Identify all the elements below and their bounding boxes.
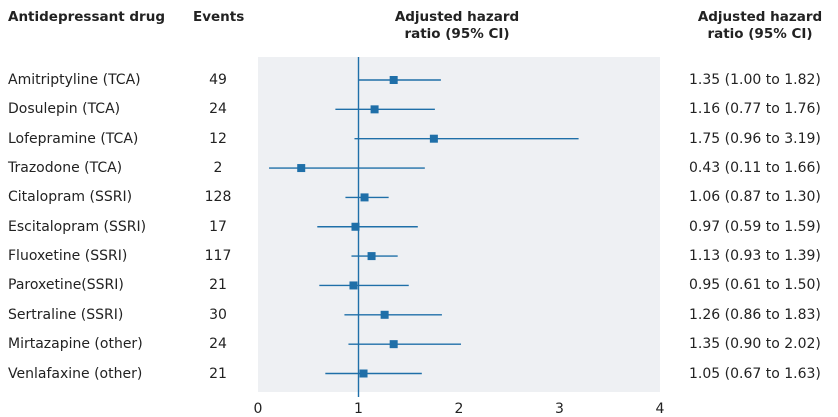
hazard-ratio-text: 1.35 (0.90 to 2.02) [689,336,821,353]
hazard-ratio-marker [360,193,369,202]
events-count: 30 [209,306,227,323]
hazard-ratio-marker [359,369,368,378]
drug-label: Mirtazapine (other) [8,336,143,353]
drug-label: Amitriptyline (TCA) [8,72,141,88]
hazard-ratio-text: 1.75 (0.96 to 3.19) [689,130,821,147]
hazard-ratio-marker [351,222,360,231]
hazard-ratio-text: 1.13 (0.93 to 1.39) [689,248,821,265]
drug-label: Escitalopram (SSRI) [8,218,147,235]
column-header-events: Events [193,9,245,25]
events-count: 12 [209,130,227,147]
hazard-ratio-marker [389,76,398,84]
events-count: 128 [204,189,232,206]
hazard-ratio-text: 1.26 (0.86 to 1.83) [689,306,821,323]
hazard-ratio-text: 1.05 (0.67 to 1.63) [689,365,821,382]
hazard-ratio-marker [380,310,389,319]
hazard-ratio-marker [297,164,306,173]
x-tick-label: 0 [254,401,263,417]
hazard-ratio-marker [367,252,376,261]
column-header-plot: Adjusted hazard ratio (95% CI) [357,9,557,43]
column-header-plot-line1: Adjusted hazard [394,9,520,25]
hazard-ratio-text: 0.95 (0.61 to 1.50) [689,277,821,294]
events-count: 117 [204,248,232,265]
drug-label: Sertraline (SSRI) [8,306,124,323]
hazard-ratio-text: 0.97 (0.59 to 1.59) [689,218,821,235]
hazard-ratio-text: 1.06 (0.87 to 1.30) [689,189,821,206]
events-count: 24 [209,336,227,353]
hazard-ratio-text: 1.35 (1.00 to 1.82) [689,72,821,88]
events-count: 17 [209,218,227,235]
events-count: 21 [209,365,227,382]
column-header-ratio: Adjusted hazard ratio (95% CI) [688,9,832,43]
hazard-ratio-marker [429,134,438,143]
x-tick-label: 1 [354,401,363,417]
hazard-ratio-text: 1.16 (0.77 to 1.76) [689,101,821,118]
events-count: 21 [209,277,227,294]
drug-label: Trazodone (TCA) [8,160,123,177]
drug-label: Dosulepin (TCA) [8,101,121,118]
hazard-ratio-marker [349,281,358,290]
plot-panel [258,57,660,392]
drug-label: Paroxetine(SSRI) [8,277,124,294]
events-count: 2 [213,160,223,177]
events-count: 49 [209,72,227,88]
column-header-ratio-line2: ratio (95% CI) [707,26,813,42]
drug-label: Venlafaxine (other) [8,365,143,382]
drug-label: Lofepramine (TCA) [8,130,139,147]
hazard-ratio-text: 0.43 (0.11 to 1.66) [689,160,821,177]
column-header-plot-line2: ratio (95% CI) [404,26,510,42]
column-header-ratio-line1: Adjusted hazard [697,9,823,25]
x-tick-label: 2 [455,401,464,417]
drug-label: Citalopram (SSRI) [8,189,133,206]
x-tick-label: 4 [656,401,665,417]
column-header-drug: Antidepressant drug [8,9,165,25]
drug-label: Fluoxetine (SSRI) [8,248,128,265]
hazard-ratio-marker [389,340,398,349]
hazard-ratio-marker [370,105,379,114]
events-count: 24 [209,101,227,118]
x-tick-label: 3 [555,401,564,417]
